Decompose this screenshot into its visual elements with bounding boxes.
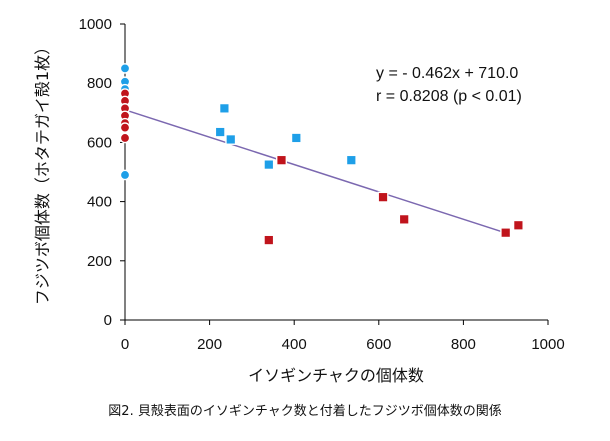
data-point-square <box>276 154 288 166</box>
x-axis-title: イソギンチャクの個体数 <box>248 366 424 385</box>
x-tick-label: 200 <box>197 336 222 353</box>
data-point-square <box>345 154 357 166</box>
data-point-circle <box>119 122 131 133</box>
x-tick-labels: 0 200 400 600 800 1000 <box>121 336 565 353</box>
y-axis-title: フジツボ個体数（ホタテガイ殻1枚） <box>33 39 52 305</box>
data-point-square <box>263 159 275 171</box>
y-tick-labels: 0 200 400 600 800 1000 <box>79 16 112 329</box>
data-point-circle <box>119 169 131 181</box>
data-point-square <box>218 102 230 114</box>
annotation-equation: y = - 0.462x + 710.0 <box>376 65 518 82</box>
data-point-square <box>214 126 226 138</box>
data-point-square <box>290 132 302 144</box>
data-point-square <box>500 227 512 239</box>
y-tick-label: 1000 <box>79 16 112 33</box>
y-tick-label: 800 <box>87 75 112 92</box>
y-tick-label: 200 <box>87 253 112 270</box>
data-point-square <box>398 213 410 225</box>
x-tick-label: 800 <box>451 336 476 353</box>
trendline <box>124 109 506 234</box>
x-tick-label: 1000 <box>531 336 564 353</box>
x-tick-label: 600 <box>366 336 391 353</box>
figure-caption: 図2. 貝殻表面のイソギンチャク数と付着したフジツボ個体数の関係 <box>108 404 502 419</box>
data-point-square <box>225 133 237 145</box>
trendline-layer <box>124 109 506 234</box>
scatter-chart: 0 200 400 600 800 1000 0 200 400 600 800 1000 y = … <box>33 16 565 385</box>
y-tick-label: 400 <box>87 194 112 211</box>
data-point-circle <box>119 63 131 74</box>
data-point-square <box>263 234 275 246</box>
y-tick-label: 0 <box>104 312 112 329</box>
data-point-circle <box>119 132 131 144</box>
x-tick-label: 400 <box>282 336 307 353</box>
data-point-square <box>377 191 389 203</box>
data-point-square <box>512 219 524 231</box>
annotation-correlation: r = 0.8208 (p < 0.01) <box>376 88 522 105</box>
data-points <box>119 63 524 246</box>
y-tick-label: 600 <box>87 134 112 151</box>
x-tick-label: 0 <box>121 336 129 353</box>
